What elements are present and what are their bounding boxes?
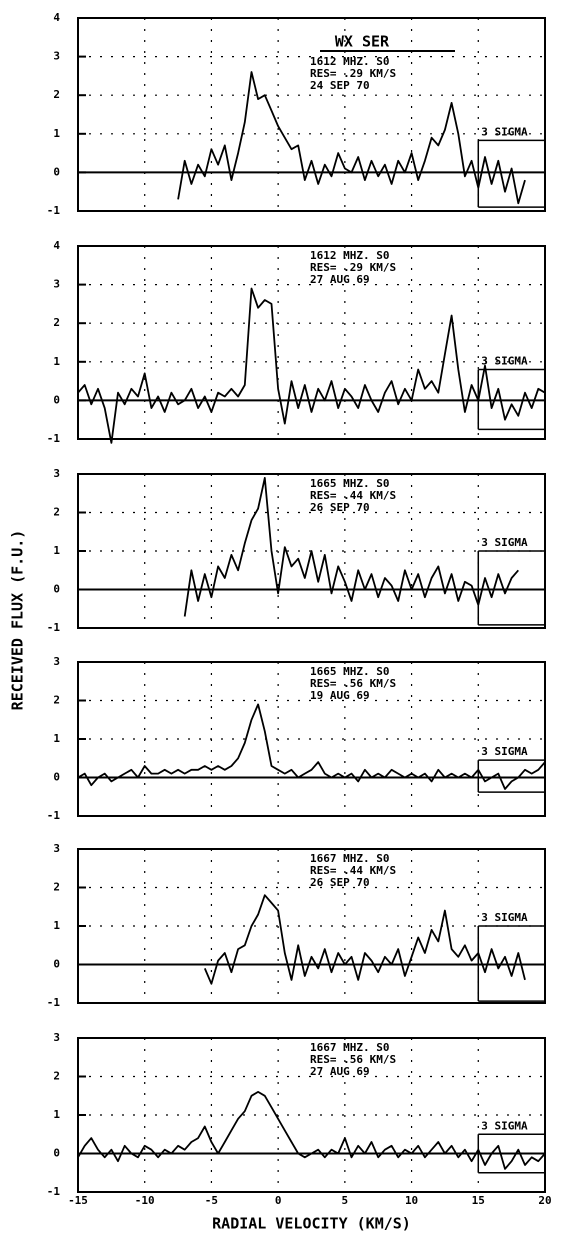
- spectrum-line: [183, 477, 519, 617]
- sigma-label: 3 SIGMA: [481, 536, 528, 549]
- sigma-label: 3 SIGMA: [481, 745, 528, 758]
- y-tick-label: 0: [53, 393, 60, 406]
- y-tick-label: -1: [47, 621, 61, 634]
- y-tick-label: 3: [53, 467, 60, 480]
- y-tick-label: 3: [53, 842, 60, 855]
- spectrum-line: [177, 71, 526, 205]
- y-tick-label: 2: [53, 694, 60, 707]
- y-tick-label: 2: [53, 1070, 60, 1083]
- y-tick-label: 1: [53, 355, 60, 368]
- sigma-label: 3 SIGMA: [481, 355, 528, 368]
- y-tick-label: 1: [53, 1108, 60, 1121]
- y-tick-label: 0: [53, 958, 60, 971]
- panel-frame: [77, 17, 546, 212]
- panel-frame: [77, 245, 546, 440]
- y-tick-label: -1: [47, 996, 61, 1009]
- y-tick-label: 3: [53, 50, 60, 63]
- annotation: 1667 MHZ. S0: [310, 1041, 389, 1054]
- y-tick-label: 1: [53, 919, 60, 932]
- x-tick-label: -5: [205, 1194, 218, 1207]
- y-tick-label: 3: [53, 278, 60, 291]
- x-tick-label: -15: [68, 1194, 88, 1207]
- y-tick-label: 0: [53, 165, 60, 178]
- y-tick-label: 4: [53, 239, 60, 252]
- x-tick-label: 20: [538, 1194, 551, 1207]
- y-tick-label: 3: [53, 1031, 60, 1044]
- annotation: 1612 MHZ. S0: [310, 249, 389, 262]
- annotation: RES= .44 KM/S: [310, 489, 396, 502]
- annotation: 24 SEP 70: [310, 79, 370, 92]
- annotation: RES= .44 KM/S: [310, 864, 396, 877]
- y-tick-label: 2: [53, 881, 60, 894]
- y-tick-label: 1: [53, 544, 60, 557]
- annotation: 26 SEP 70: [310, 501, 370, 514]
- annotation: 27 AUG 69: [310, 273, 370, 286]
- annotation: 26 SEP 70: [310, 876, 370, 889]
- y-tick-label: 1: [53, 732, 60, 745]
- y-tick-label: 0: [53, 771, 60, 784]
- x-tick-label: 15: [472, 1194, 485, 1207]
- y-tick-label: 0: [53, 1147, 60, 1160]
- y-tick-label: -1: [47, 1185, 61, 1198]
- spectrum-line: [77, 1091, 546, 1170]
- annotation: 1667 MHZ. S0: [310, 852, 389, 865]
- chart-title: WX SER: [335, 33, 390, 51]
- x-axis-label: RADIAL VELOCITY (KM/S): [212, 1215, 411, 1233]
- annotation: 19 AUG 69: [310, 689, 370, 702]
- x-tick-label: -10: [135, 1194, 155, 1207]
- y-tick-label: 2: [53, 88, 60, 101]
- y-tick-label: 1: [53, 127, 60, 140]
- annotation: RES= .29 KM/S: [310, 67, 396, 80]
- y-tick-label: -1: [47, 204, 61, 217]
- spectrum-line: [77, 703, 546, 790]
- annotation: RES= .29 KM/S: [310, 261, 396, 274]
- annotation: RES= .56 KM/S: [310, 677, 396, 690]
- annotation: 27 AUG 69: [310, 1065, 370, 1078]
- y-tick-label: 4: [53, 11, 60, 24]
- y-tick-label: 2: [53, 316, 60, 329]
- y-axis-label: RECEIVED FLUX (F.U.): [9, 530, 27, 711]
- spectrum-line: [203, 894, 526, 985]
- y-tick-label: 0: [53, 583, 60, 596]
- y-tick-label: 2: [53, 506, 60, 519]
- x-tick-label: 0: [275, 1194, 282, 1207]
- sigma-label: 3 SIGMA: [481, 1119, 528, 1132]
- annotation: RES= .56 KM/S: [310, 1053, 396, 1066]
- x-tick-label: 5: [342, 1194, 349, 1207]
- annotation: 1665 MHZ. S0: [310, 477, 389, 490]
- y-tick-label: -1: [47, 432, 61, 445]
- sigma-label: 3 SIGMA: [481, 125, 528, 138]
- x-tick-label: 10: [405, 1194, 418, 1207]
- y-tick-label: 3: [53, 655, 60, 668]
- sigma-label: 3 SIGMA: [481, 911, 528, 924]
- annotation: 1612 MHZ. S0: [310, 55, 389, 68]
- annotation: 1665 MHZ. S0: [310, 665, 389, 678]
- spectrum-line: [77, 287, 546, 444]
- y-tick-label: -1: [47, 809, 61, 822]
